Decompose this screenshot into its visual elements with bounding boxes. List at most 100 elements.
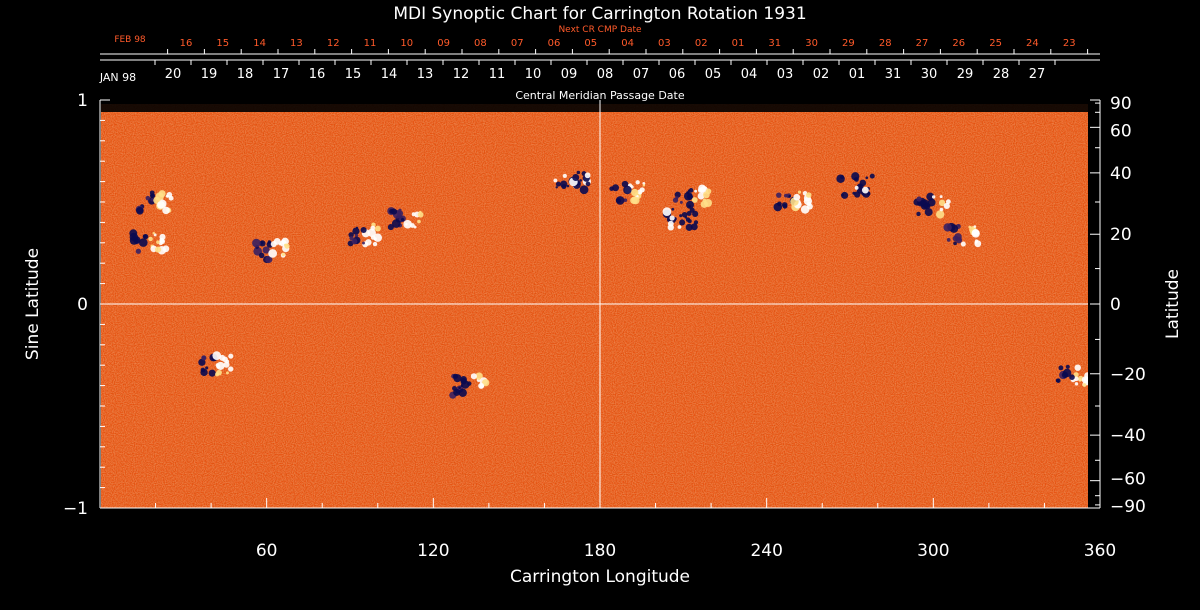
date-tick-label: 10: [400, 38, 413, 49]
date-tick-label: 27: [1029, 67, 1046, 82]
next-cr-date-ticks: 16 15 14 13 12 11 10 09 08 07 06 05 04 03 02 01 31 30 29 28…: [167, 38, 1089, 54]
x-tick-label: 60: [256, 541, 278, 561]
y-right-tick-label: 40: [1110, 164, 1132, 184]
date-tick-label: 06: [669, 67, 686, 82]
date-tick-label: 11: [364, 38, 377, 49]
date-tick-label: 07: [511, 38, 524, 49]
active-region: [836, 172, 875, 199]
active-region: [662, 207, 699, 231]
y-left-tick-label: 1: [77, 91, 88, 111]
date-tick-label: 12: [327, 38, 340, 49]
date-tick-label: 17: [273, 67, 290, 82]
active-region: [943, 222, 982, 248]
active-region: [252, 237, 290, 264]
y-right-tick-label: −40: [1110, 426, 1146, 446]
next-cr-label: Next CR CMP Date: [558, 25, 642, 35]
y-left-tick-label: 0: [77, 295, 88, 315]
date-tick-label: 09: [561, 67, 578, 82]
y-right-tick-label: −20: [1110, 365, 1146, 385]
next-cr-month-label: FEB 98: [114, 35, 146, 45]
x-tick-label: 180: [584, 541, 616, 561]
y-left-axis-label: Sine Latitude: [23, 248, 43, 360]
date-tick-label: 05: [705, 67, 722, 82]
date-tick-label: 05: [584, 38, 597, 49]
date-tick-label: 11: [489, 67, 506, 82]
cmp-month-label: JAN 98: [99, 71, 136, 84]
date-tick-label: 31: [885, 67, 902, 82]
date-tick-label: 25: [989, 38, 1002, 49]
active-region: [672, 184, 712, 209]
date-tick-label: 06: [548, 38, 561, 49]
date-tick-label: 24: [1026, 38, 1039, 49]
x-axis-ticks: 60 120 180 240 300 360: [155, 498, 1116, 561]
x-axis-label: Carrington Longitude: [510, 567, 690, 587]
date-tick-label: 02: [695, 38, 708, 49]
date-tick-label: 15: [216, 38, 229, 49]
date-tick-label: 28: [879, 38, 892, 49]
x-tick-label: 300: [917, 541, 949, 561]
cmp-date-ticks: 20 19 18 17 16 15 14 13 12 11 10 09 08 07 06 05 04 03 02 01…: [154, 60, 1056, 82]
date-tick-label: 04: [621, 38, 634, 49]
date-tick-label: 26: [952, 38, 965, 49]
y-right-axis-label: Latitude: [1163, 269, 1183, 339]
date-tick-label: 01: [732, 38, 745, 49]
date-tick-label: 27: [916, 38, 929, 49]
date-tick-label: 16: [309, 67, 326, 82]
date-tick-label: 14: [253, 38, 266, 49]
y-right-tick-label: 90: [1110, 94, 1132, 114]
date-tick-label: 02: [813, 67, 830, 82]
date-tick-label: 09: [437, 38, 450, 49]
date-tick-label: 07: [633, 67, 650, 82]
active-region: [609, 180, 646, 205]
date-tick-label: 13: [417, 67, 434, 82]
x-tick-label: 120: [417, 541, 449, 561]
x-tick-label: 360: [1084, 541, 1116, 561]
active-region: [387, 207, 424, 231]
y-right-axis-ticks: 90 60 40 20 0 −20 −40 −60 −90: [1090, 94, 1146, 517]
date-tick-label: 13: [290, 38, 303, 49]
date-tick-label: 29: [842, 38, 855, 49]
date-tick-label: 08: [597, 67, 614, 82]
date-tick-label: 16: [180, 38, 193, 49]
active-region: [347, 222, 383, 248]
plot-black-top-strip: [101, 104, 1088, 112]
date-tick-label: 30: [805, 38, 818, 49]
date-tick-label: 19: [201, 67, 218, 82]
date-tick-label: 18: [237, 67, 254, 82]
active-region: [773, 190, 813, 214]
y-right-tick-label: 0: [1110, 295, 1121, 315]
active-region: [449, 372, 490, 399]
x-tick-label: 240: [750, 541, 782, 561]
date-tick-label: 30: [921, 67, 938, 82]
y-right-tick-label: −90: [1110, 497, 1146, 517]
chart-title: MDI Synoptic Chart for Carrington Rotati…: [393, 4, 806, 24]
date-tick-label: 01: [849, 67, 866, 82]
y-right-tick-label: −60: [1110, 470, 1146, 490]
active-region: [553, 170, 592, 195]
y-right-tick-label: 20: [1110, 225, 1132, 245]
date-tick-label: 29: [957, 67, 974, 82]
date-tick-label: 31: [768, 38, 781, 49]
magnetogram-field: [101, 104, 1088, 508]
date-tick-label: 08: [474, 38, 487, 49]
y-right-tick-label: 60: [1110, 121, 1132, 141]
active-region: [1055, 364, 1088, 387]
central-meridian-label: Central Meridian Passage Date: [515, 89, 684, 102]
y-left-tick-label: −1: [63, 499, 88, 519]
active-region: [198, 351, 234, 377]
date-tick-label: 03: [777, 67, 794, 82]
date-tick-label: 23: [1063, 38, 1076, 49]
active-region: [913, 192, 951, 219]
date-tick-label: 10: [525, 67, 542, 82]
date-tick-label: 14: [381, 67, 398, 82]
y-left-axis-ticks: 1 0 −1: [63, 91, 110, 519]
active-region: [135, 190, 174, 215]
date-tick-label: 28: [993, 67, 1010, 82]
date-tick-label: 15: [345, 67, 362, 82]
date-tick-label: 04: [741, 67, 758, 82]
date-tick-label: 20: [165, 67, 182, 82]
active-region: [129, 229, 170, 255]
date-tick-label: 03: [658, 38, 671, 49]
date-tick-label: 12: [453, 67, 470, 82]
